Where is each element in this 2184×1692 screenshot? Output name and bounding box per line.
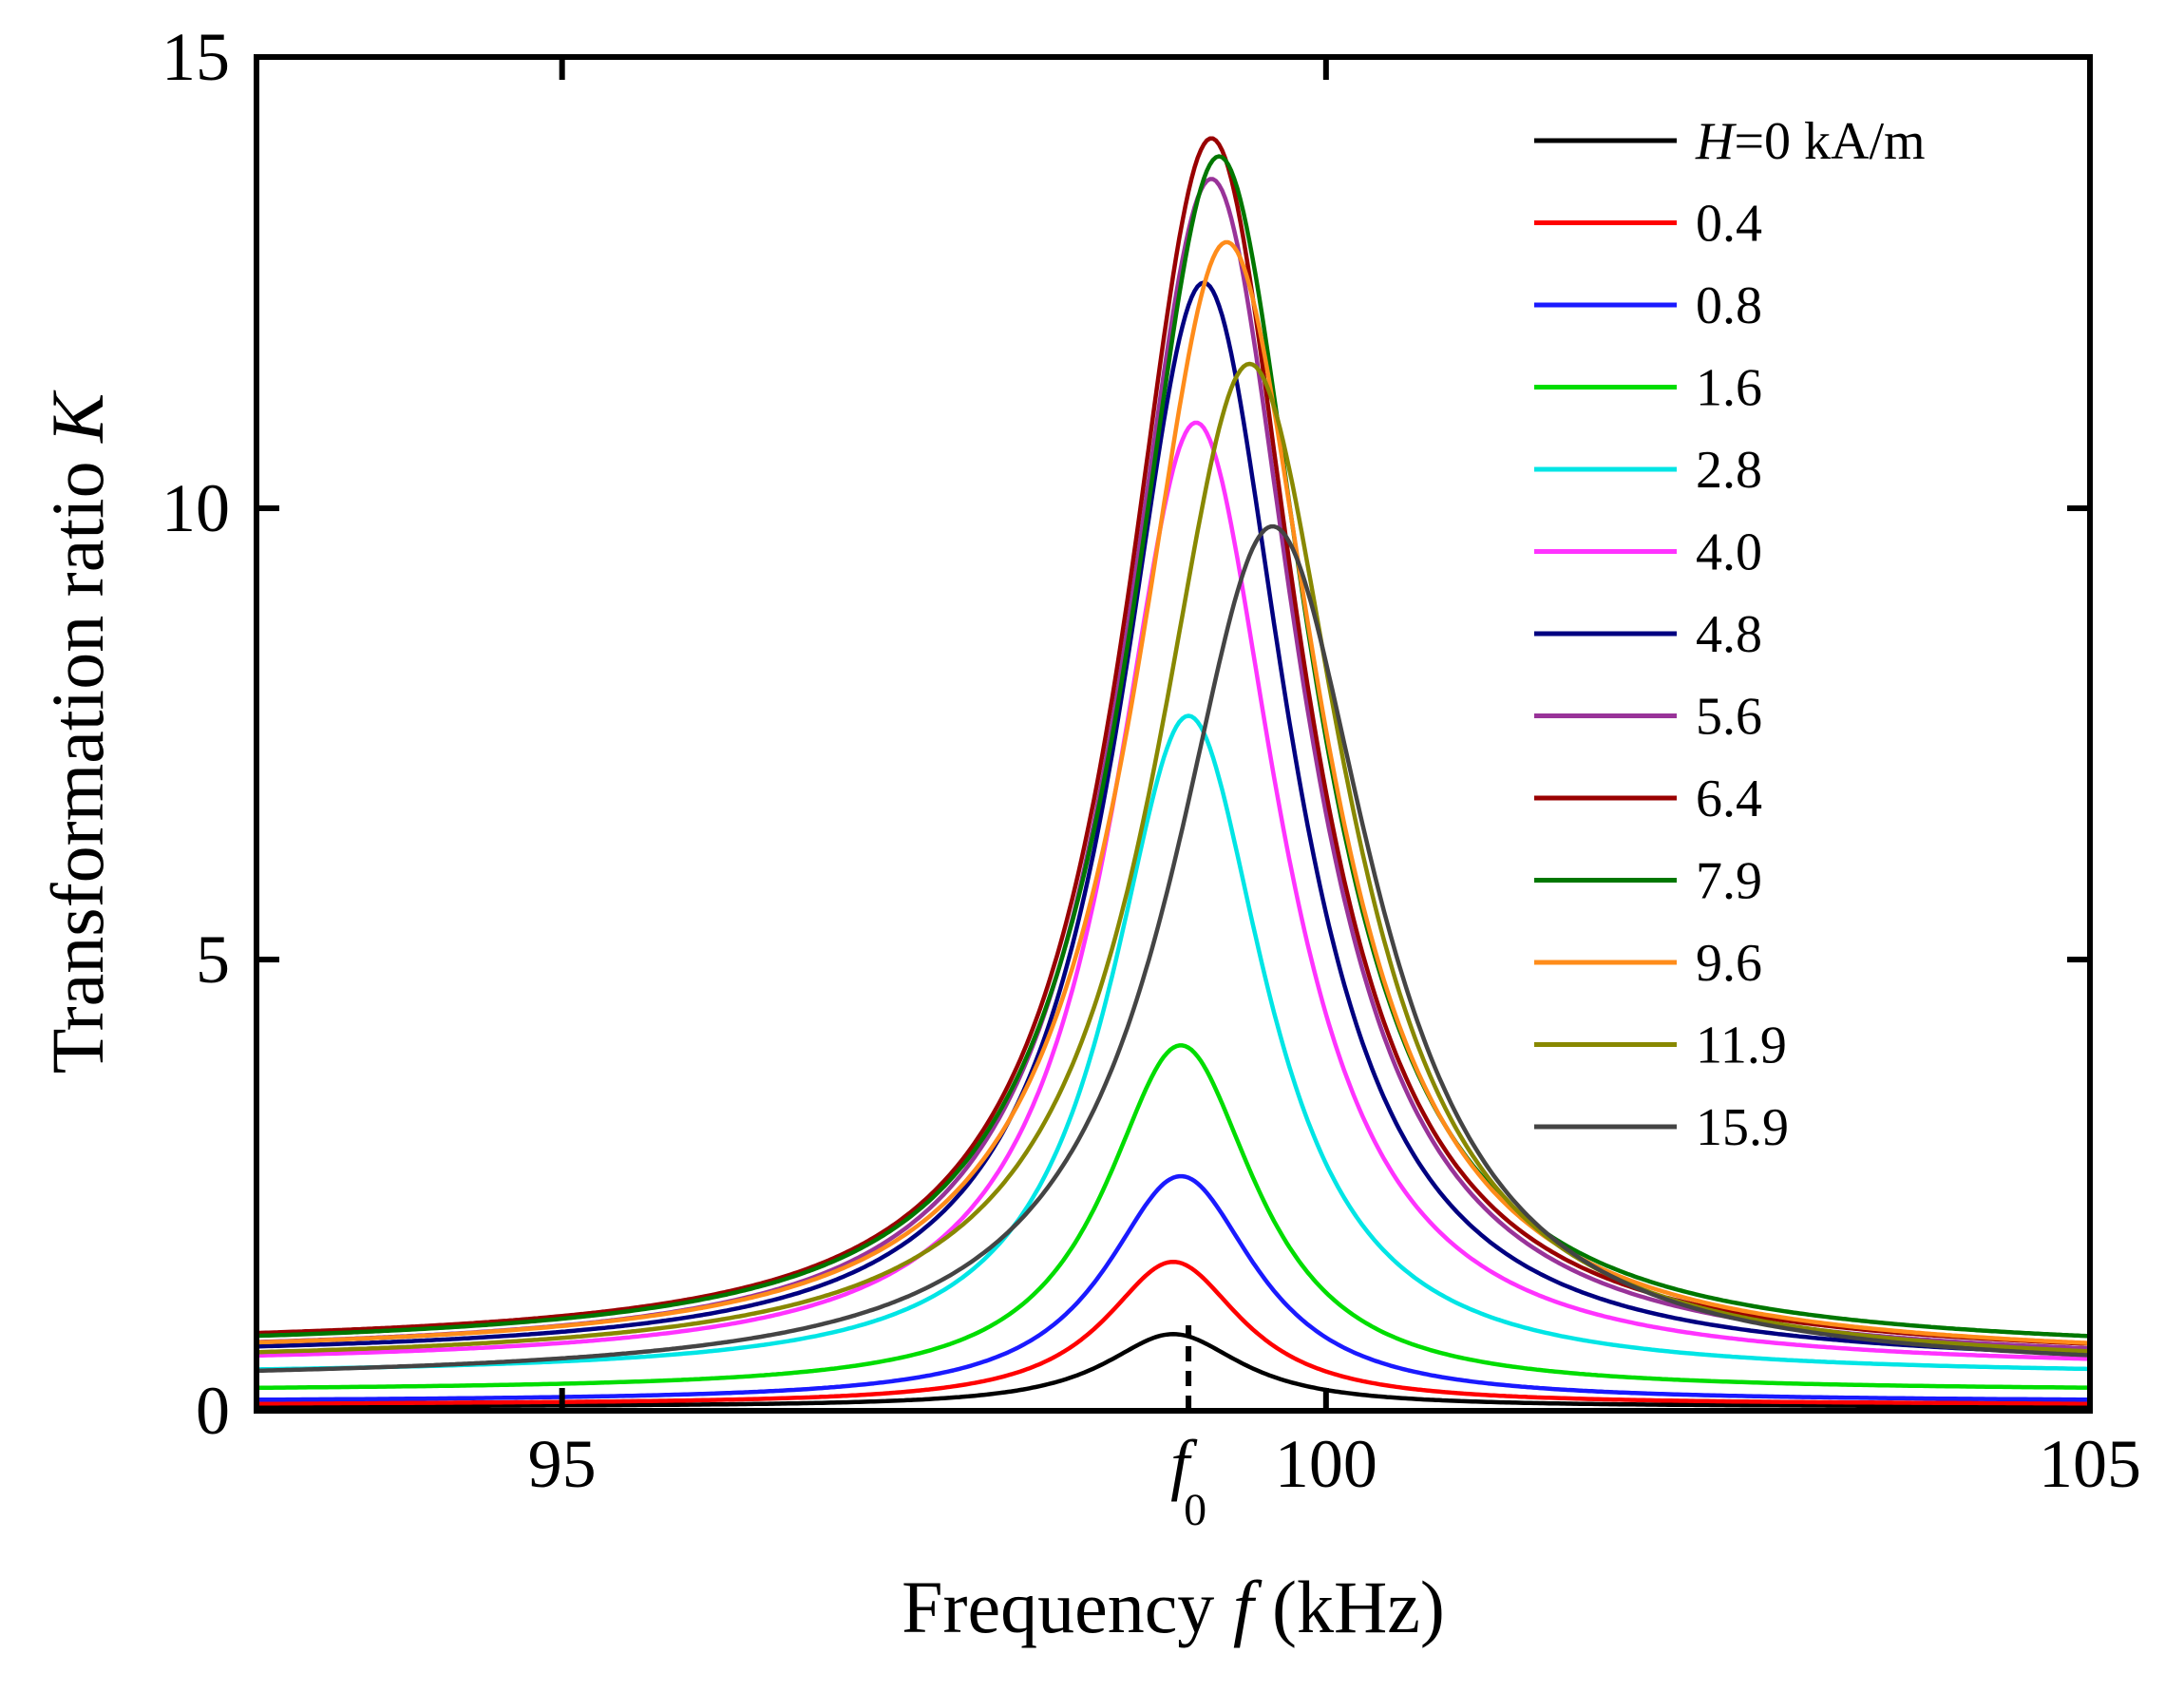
x-tick-label-1: 100 [1275,1426,1377,1502]
legend-label-4: 2.8 [1696,441,1762,500]
series-line-5 [254,420,2093,1361]
legend-prefix: H [1695,112,1737,171]
y-tick-label-1: 5 [196,922,230,998]
y-tick-label-2: 10 [161,470,230,546]
series-group [254,136,2093,1409]
series-line-3 [254,1043,2093,1391]
legend-label-9: 7.9 [1696,852,1762,911]
ticks-group: 95 100 105 0 5 10 15 [161,19,2141,1502]
series-line-11 [254,361,2093,1355]
legend-label-2: 0.8 [1696,276,1762,335]
legend-group: H=0 kA/m 0.4 0.8 1.6 2.8 4.0 4.8 5.6 6.4 7.9 9.6 11… [1534,112,1926,1157]
series-line-6 [254,280,2093,1357]
series-line-9 [254,154,2093,1339]
series-line-2 [254,1173,2093,1402]
x-tick-label-2: 105 [2039,1426,2141,1502]
legend-label-0: H=0 kA/m [1695,112,1926,171]
legend-label-11: 11.9 [1696,1017,1787,1075]
legend-label-3: 1.6 [1696,359,1762,418]
y-tick-label-0: 0 [196,1373,230,1449]
f0-marker-subscript: 0 [1184,1485,1206,1535]
x-tick-label-0: 95 [528,1426,597,1502]
legend-label-12: 15.9 [1696,1098,1789,1157]
y-axis-title: Transformation ratio K [36,390,119,1074]
series-line-7 [254,177,2093,1351]
legend-label-6: 4.8 [1696,605,1762,664]
x-axis-title-unit: (kHz) [1253,1566,1444,1648]
legend-label-7: 5.6 [1696,688,1762,747]
legend-label-10: 9.6 [1696,934,1762,993]
y-axis-title-italic: K [36,390,119,444]
legend-label-8: 6.4 [1696,770,1762,828]
series-line-8 [254,136,2093,1346]
x-axis-title: Frequency f (kHz) [902,1566,1445,1648]
x-axis-title-main: Frequency [902,1566,1233,1648]
legend-label-5: 4.0 [1696,523,1762,582]
legend-label-text-0: =0 kA/m [1734,112,1925,171]
y-tick-label-3: 15 [161,19,230,95]
series-line-10 [254,239,2093,1345]
y-axis-title-main: Transformation ratio [36,443,119,1074]
series-line-12 [254,523,2093,1374]
plot-frame [254,54,2093,1414]
legend-label-1: 0.4 [1696,195,1762,254]
series-line-4 [254,713,2093,1372]
